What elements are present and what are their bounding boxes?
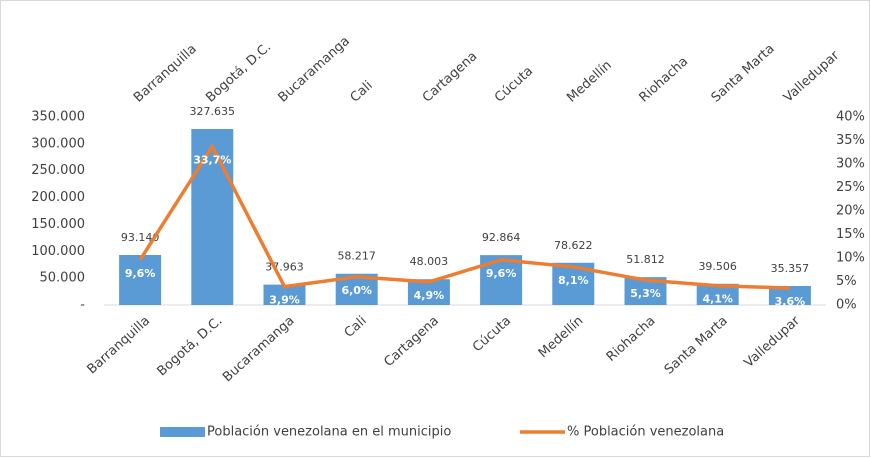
y2-tick-label: 35% [836,133,865,148]
bar-value-label: 93.140 [121,231,160,244]
bar-value-label: 58.217 [337,250,376,263]
y2-tick-label: 5% [836,274,857,289]
bar [768,286,811,305]
y-tick-label: 100.000 [31,244,85,259]
line [138,144,790,290]
y-tick-label: - [80,298,85,313]
line-value-label: 4,1% [702,293,733,306]
y2-tick-label: 20% [836,204,865,219]
bar [191,129,234,305]
line-value-label: 4,9% [414,289,445,302]
line-value-label: 5,3% [630,287,661,300]
y2-tick-label: 10% [836,251,865,266]
bar-value-label: 39.506 [698,260,737,273]
y-tick-label: 50.000 [40,271,86,286]
legend-label: Población venezolana en el municipio [207,425,451,440]
y-tick-label: 200.000 [31,190,85,205]
line-value-label: 3,9% [269,294,300,307]
y2-tick-label: 15% [836,227,865,242]
bar [696,283,739,305]
bar-value-label: 92.864 [482,231,521,244]
y-tick-label: 350.000 [31,110,85,125]
bar [263,284,306,305]
line-value-label: 3,6% [775,295,806,308]
y2-tick-label: 30% [836,157,865,172]
line-value-label: 9,6% [486,267,517,280]
y2-tick-label: 25% [836,180,865,195]
y2-tick-label: 0% [836,298,857,313]
y-tick-label: 150.000 [31,217,85,232]
bar-value-label: 327.635 [190,105,236,118]
bar-value-label: 78.622 [554,239,593,252]
legend-label: % Población venezolana [567,425,724,440]
bar-value-label: 48.003 [410,255,449,268]
line-value-label: 9,6% [125,267,156,280]
y2-tick-label: 40% [836,110,865,125]
legend-swatch [160,427,205,437]
line-value-label: 8,1% [558,274,589,287]
bar [119,254,162,305]
bar-value-label: 35.357 [771,262,810,275]
line-value-label: 33,7% [193,154,231,167]
line-value-label: 6,0% [341,284,372,297]
y-tick-label: 250.000 [31,163,85,178]
bar-value-label: 51.812 [626,253,665,266]
y-tick-label: 300.000 [31,136,85,151]
